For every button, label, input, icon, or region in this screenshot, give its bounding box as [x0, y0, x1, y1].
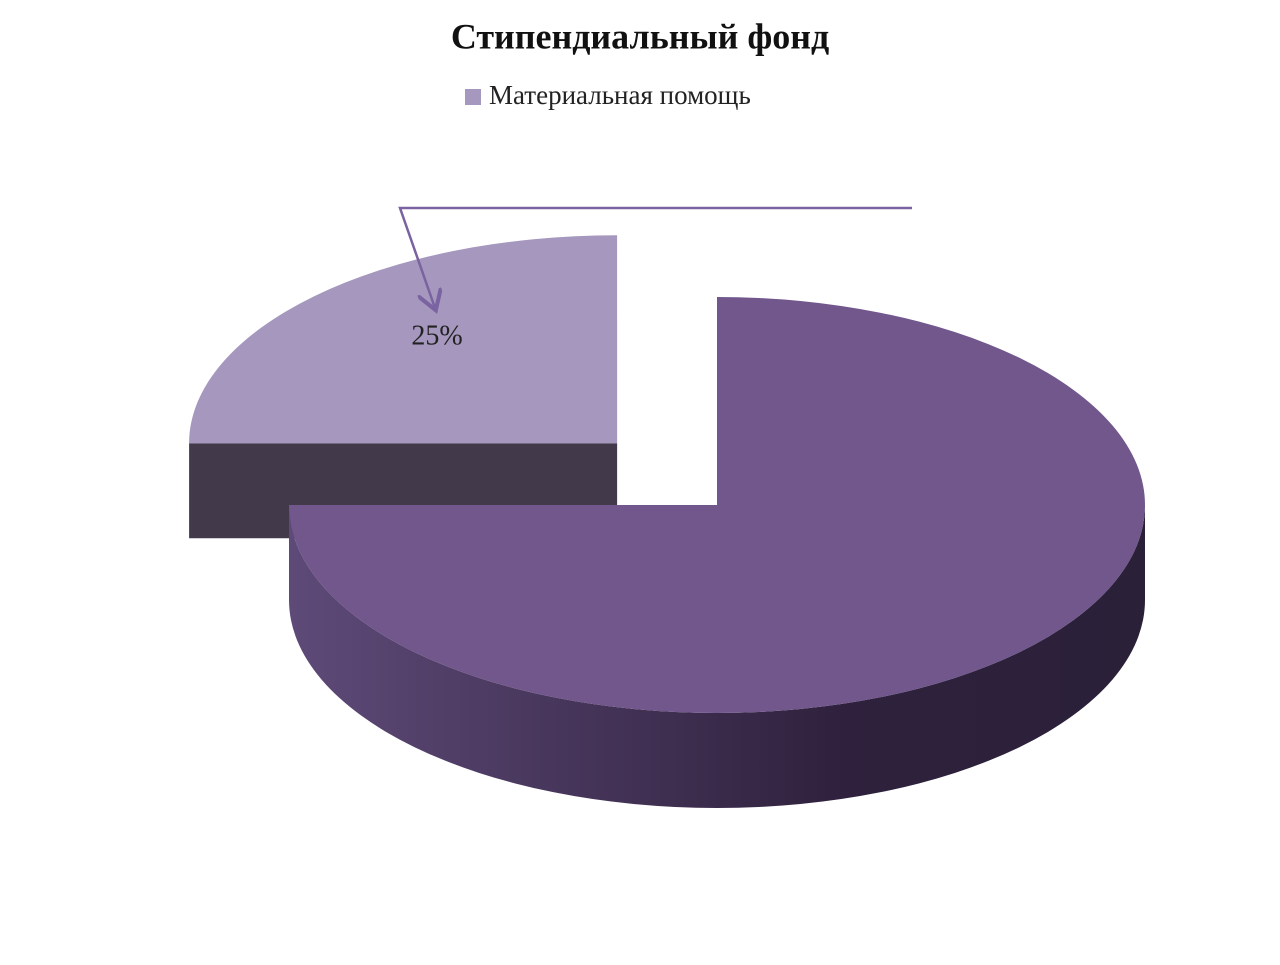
legend-swatch	[465, 89, 481, 105]
legend-label: Материальная помощь	[489, 80, 751, 110]
slice	[189, 235, 618, 444]
leader-line	[398, 206, 912, 308]
data-label: 25%	[411, 320, 462, 351]
slice-side	[289, 505, 1145, 808]
pie: 25%	[189, 235, 1145, 808]
legend: Материальная помощь	[465, 80, 751, 110]
slice	[289, 297, 1145, 713]
chart-title: Стипендиальный фонд	[451, 16, 829, 56]
